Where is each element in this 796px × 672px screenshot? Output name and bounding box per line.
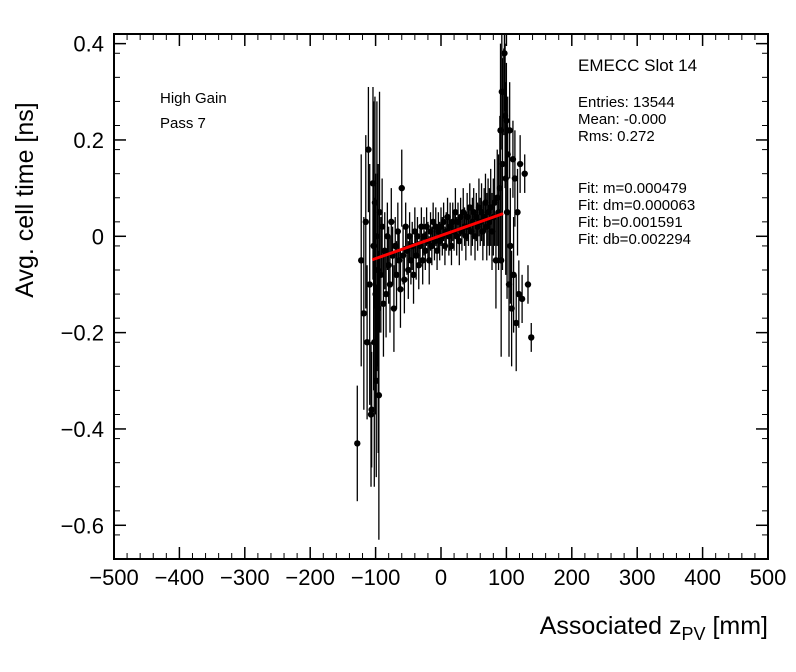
svg-text:200: 200 [553,565,590,590]
fit-box: Fit: m=0.000479 Fit: dm=0.000063 Fit: b=… [578,180,695,248]
svg-text:−300: −300 [220,565,270,590]
stats-entries: Entries: 13544 [578,94,675,111]
svg-text:0: 0 [92,224,104,249]
fit-db: Fit: db=0.002294 [578,231,692,248]
stats-box: Entries: 13544 Mean: -0.000 Rms: 0.272 [578,94,675,145]
svg-text:−0.6: −0.6 [61,513,104,538]
svg-text:300: 300 [619,565,656,590]
fit-dm: Fit: dm=0.000063 [578,197,696,214]
svg-text:500: 500 [750,565,787,590]
label-gain-pass: High Gain Pass 7 [160,86,227,136]
label-high-gain: High Gain [160,90,227,107]
label-slot: EMECC Slot 14 [578,56,698,75]
svg-text:0.4: 0.4 [73,32,104,57]
svg-text:−0.4: −0.4 [61,417,104,442]
svg-text:−0.2: −0.2 [61,321,104,346]
svg-text:400: 400 [684,565,721,590]
x-axis-title-sub: PV [681,624,706,644]
svg-text:−200: −200 [285,565,335,590]
x-axis-title-post: [mm] [705,612,768,640]
svg-text:100: 100 [488,565,525,590]
y-axis-title: Avg. cell time [ns] [11,102,39,298]
label-pass: Pass 7 [160,115,206,132]
svg-text:0.2: 0.2 [73,128,104,153]
stats-rms: Rms: 0.272 [578,128,655,145]
svg-text:−400: −400 [155,565,205,590]
fit-m: Fit: m=0.000479 [578,180,687,197]
stats-mean: Mean: -0.000 [578,111,667,128]
fit-b: Fit: b=0.001591 [578,214,683,231]
svg-text:−100: −100 [351,565,401,590]
x-axis-title-pre: Associated z [539,612,682,640]
x-axis-title: Associated zPV [mm] [540,612,768,645]
svg-text:0: 0 [435,565,447,590]
svg-text:−500: −500 [89,565,139,590]
